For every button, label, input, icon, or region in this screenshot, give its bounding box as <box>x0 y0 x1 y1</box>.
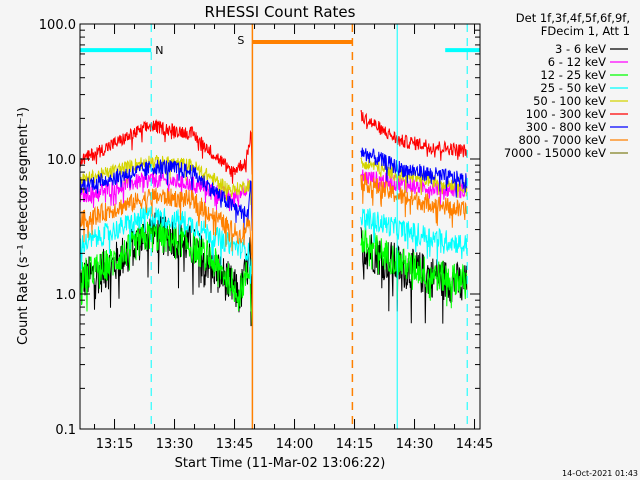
y-tick-label: 10.0 <box>47 153 76 168</box>
series-line-12-25-kev-seg-1 <box>360 227 468 309</box>
night-label: N <box>155 44 163 57</box>
legend-entry-label: 25 - 50 keV <box>540 81 606 95</box>
legend-entry-label: 12 - 25 keV <box>540 68 606 82</box>
y-tick-label: 0.1 <box>55 423 76 438</box>
x-tick-label: 13:30 <box>156 437 193 452</box>
legend-entry-label: 100 - 300 keV <box>526 107 606 121</box>
x-axis-label: Start Time (11-Mar-02 13:06:22) <box>175 456 386 471</box>
legend-entry-label: 800 - 7000 keV <box>518 133 606 147</box>
series-line-300-800-kev-seg-1 <box>360 147 468 198</box>
legend-entry-label: 3 - 6 keV <box>555 42 606 56</box>
legend-header: FDecim 1, Att 1 <box>541 24 630 38</box>
chart-title: RHESSI Count Rates <box>205 3 356 21</box>
series-line-100-300-kev-seg-0 <box>79 118 253 184</box>
legend-header: Det 1f,3f,4f,5f,6f,9f, <box>516 11 630 25</box>
y-tick-label: 1.0 <box>55 288 76 303</box>
legend-entry-label: 7000 - 15000 keV <box>504 146 606 160</box>
plot-timestamp: 14-Oct-2021 01:43 <box>562 469 638 478</box>
series-line-12-25-kev-seg-0 <box>79 221 253 326</box>
series-line-100-300-kev-seg-1 <box>360 110 468 161</box>
data-series-group <box>79 110 468 327</box>
x-tick-label: 14:30 <box>396 437 433 452</box>
plot-frame <box>79 23 481 430</box>
series-line-800-7000-kev-seg-1 <box>360 172 468 228</box>
series-line-25-50-kev-seg-1 <box>360 208 468 265</box>
y-axis-label: Count Rate (s⁻¹ detector segment⁻¹) <box>16 107 31 345</box>
series-line-800-7000-kev-seg-0 <box>79 187 253 262</box>
series-line-25-50-kev-seg-0 <box>79 206 253 284</box>
y-tick-label: 100.0 <box>39 18 76 33</box>
legend-entry-label: 6 - 12 keV <box>548 55 606 69</box>
x-tick-label: 14:45 <box>456 437 493 452</box>
series-line-50-100-kev-seg-0 <box>79 154 253 207</box>
x-tick-label: 14:15 <box>336 437 373 452</box>
x-tick-label: 13:15 <box>96 437 133 452</box>
legend-entry-label: 50 - 100 keV <box>533 94 606 108</box>
x-tick-label: 14:00 <box>276 437 313 452</box>
x-tick-label: 13:45 <box>216 437 253 452</box>
legend-entry-label: 300 - 800 keV <box>526 120 606 134</box>
saa-label: S <box>237 34 244 47</box>
series-line-300-800-kev-seg-0 <box>79 159 253 231</box>
